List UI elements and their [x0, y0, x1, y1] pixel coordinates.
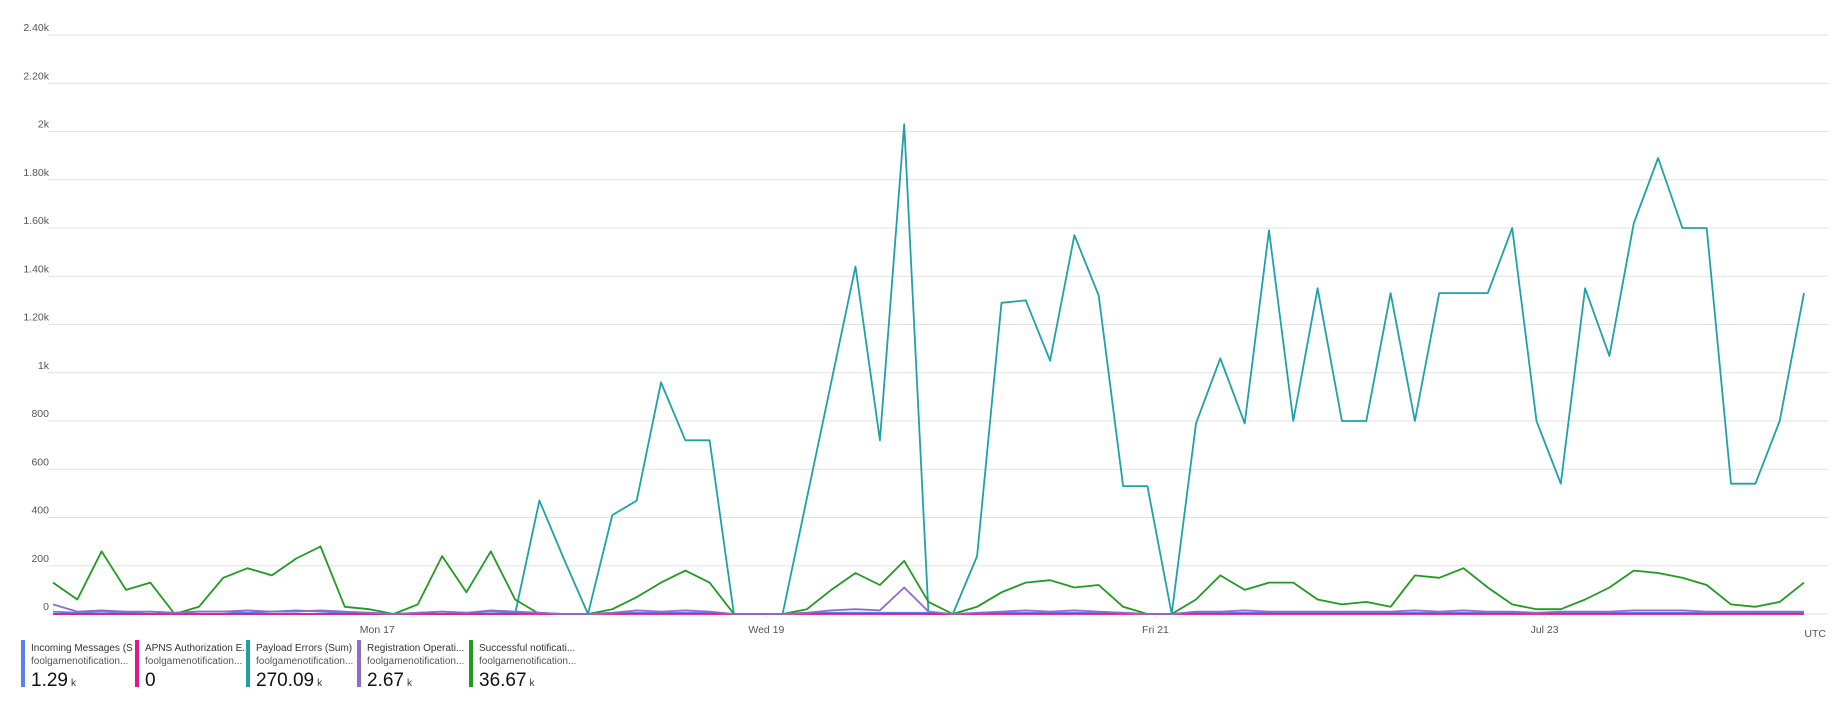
legend-total: 36.67: [479, 670, 527, 691]
legend-item[interactable]: Payload Errors (Sum) foolgamenotification…: [246, 640, 353, 691]
legend-item[interactable]: APNS Authorization E... foolgamenotificat…: [135, 640, 251, 691]
legend-name: Successful notificati...: [479, 643, 575, 654]
y-tick-label: 1.80k: [23, 167, 49, 179]
legend-unit: k: [530, 678, 536, 689]
legend-text: Payload Errors (Sum) foolgamenotification…: [256, 643, 353, 691]
legend-resource: foolgamenotification...: [145, 656, 242, 667]
legend-name: Payload Errors (Sum): [256, 643, 352, 654]
series-line: [52, 586, 1804, 615]
series-line: [53, 123, 1805, 615]
y-tick-label: 1k: [38, 360, 50, 372]
y-tick-label: 0: [43, 601, 49, 613]
legend-total: 270.09: [256, 670, 314, 691]
legend-resource: foolgamenotification...: [256, 656, 353, 667]
y-tick-label: 1.40k: [23, 263, 49, 275]
x-tick-label: Mon 17: [360, 624, 395, 636]
legend-resource: foolgamenotification...: [479, 656, 576, 667]
timezone-label: UTC: [1804, 628, 1826, 640]
legend-resource: foolgamenotification...: [31, 656, 128, 667]
legend-unit: k: [71, 678, 77, 689]
legend-swatch: [469, 640, 473, 687]
y-tick-label: 1.60k: [23, 215, 49, 227]
y-tick-label: 200: [31, 553, 49, 565]
y-tick-label: 2k: [38, 119, 50, 131]
legend-text: APNS Authorization E... foolgamenotificat…: [145, 643, 251, 691]
legend-swatch: [246, 640, 250, 687]
y-tick-label: 600: [31, 456, 49, 468]
legend-total: 1.29: [31, 670, 68, 691]
x-tick-label: Wed 19: [748, 624, 784, 636]
legend-text: Registration Operati... foolgamenotificat…: [367, 643, 464, 691]
legend-name: Incoming Messages (Sum): [31, 643, 150, 654]
legend-resource: foolgamenotification...: [367, 656, 464, 667]
y-tick-label: 800: [31, 408, 49, 420]
legend-unit: k: [407, 678, 413, 689]
legend-name: APNS Authorization E...: [145, 643, 251, 654]
series-line: [52, 609, 1804, 615]
y-tick-label: 1.20k: [23, 312, 49, 324]
y-tick-label: 2.20k: [23, 70, 49, 82]
legend-swatch: [21, 640, 25, 687]
legend-item[interactable]: Registration Operati... foolgamenotificat…: [357, 640, 464, 691]
y-tick-label: 2.40k: [23, 22, 49, 34]
legend-unit: k: [317, 678, 323, 689]
legend-name: Registration Operati...: [367, 643, 464, 654]
legend-text: Successful notificati... foolgamenotifica…: [479, 643, 576, 691]
legend-text: Incoming Messages (Sum) foolgamenotificat…: [31, 643, 150, 691]
series-line: [52, 545, 1805, 615]
legend-item[interactable]: Successful notificati... foolgamenotifica…: [469, 640, 576, 691]
legend-item[interactable]: Incoming Messages (Sum) foolgamenotificat…: [21, 640, 150, 691]
legend-swatch: [135, 640, 139, 687]
legend-total: 2.67: [367, 670, 404, 691]
x-tick-label: Fri 21: [1142, 624, 1169, 636]
legend-total: 0: [145, 670, 156, 691]
y-tick-label: 400: [31, 505, 49, 517]
legend-swatch: [357, 640, 361, 687]
x-tick-label: Jul 23: [1531, 624, 1559, 636]
